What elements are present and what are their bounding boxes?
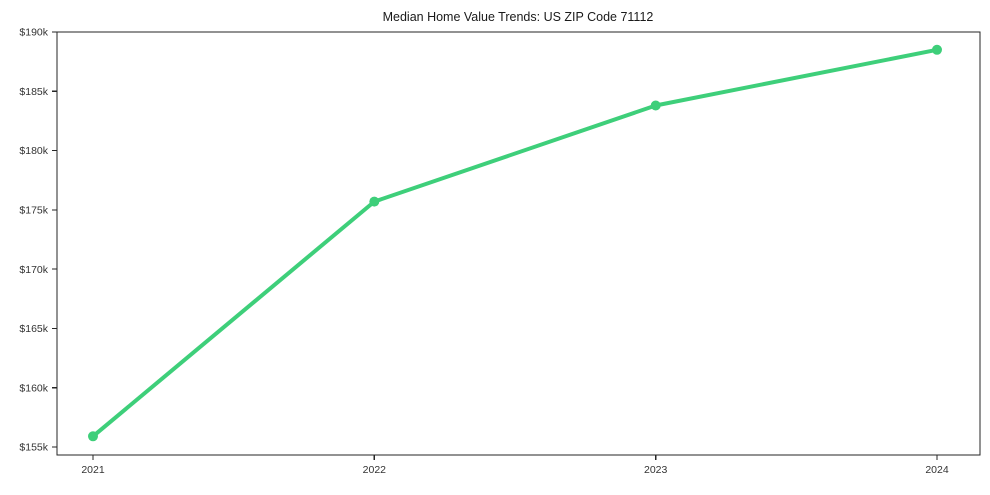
data-point [650, 100, 661, 111]
x-axis-ticks: 2021 2022 2023 2024 [81, 455, 949, 476]
data-point [932, 44, 942, 55]
y-tick-label: $190k [19, 27, 48, 39]
series-home-value [88, 44, 942, 442]
x-tick-label: 2021 [81, 464, 105, 476]
y-tick-label: $160k [19, 382, 48, 394]
x-tick-label: 2022 [363, 464, 387, 476]
series-line [91, 47, 939, 439]
x-tick-label: 2024 [925, 464, 949, 476]
data-point [369, 196, 380, 207]
y-tick-label: $170k [19, 264, 48, 276]
chart-title: Median Home Value Trends: US ZIP Code 71… [383, 10, 654, 24]
y-tick-label: $180k [19, 145, 48, 157]
data-point [88, 431, 98, 442]
y-tick-label: $165k [19, 323, 48, 335]
plot-area-border [56, 31, 981, 456]
x-tick-label: 2023 [644, 464, 668, 476]
y-tick-label: $185k [19, 86, 48, 98]
y-tick-label: $155k [19, 442, 48, 454]
y-axis-ticks: $190k $185k $180k $175k $170k $165k $160k $155k [19, 27, 57, 454]
y-tick-label: $175k [19, 205, 48, 217]
